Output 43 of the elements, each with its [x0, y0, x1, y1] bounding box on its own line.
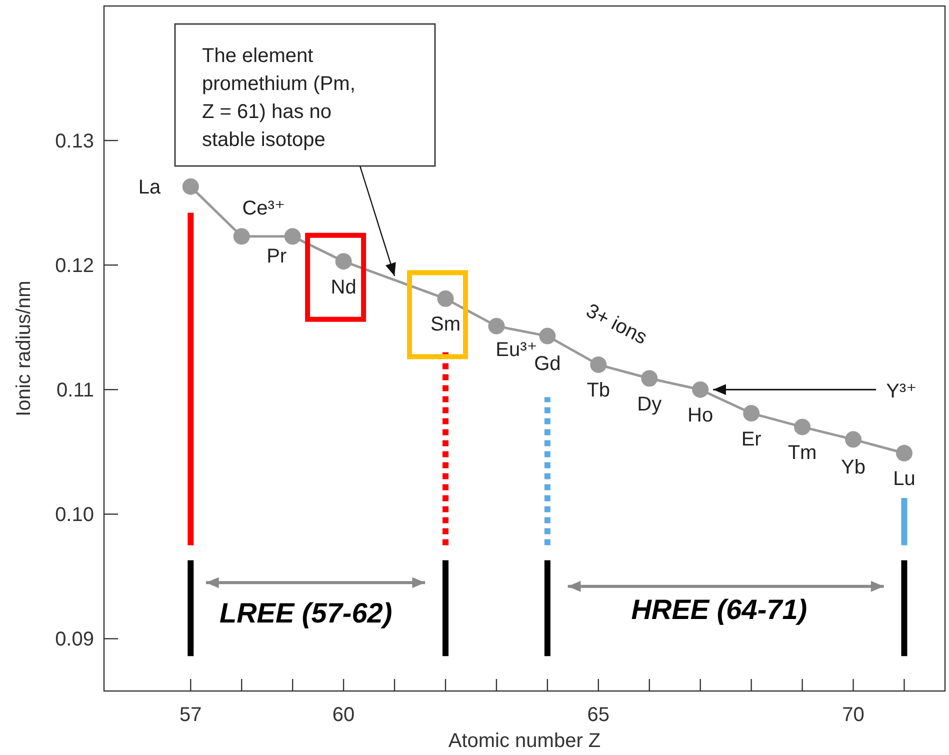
- data-label: Nd: [330, 276, 356, 298]
- data-label: Dy: [637, 393, 662, 416]
- data-label: Sm: [430, 314, 460, 336]
- annotation: HREE (64-71): [631, 594, 808, 625]
- annotation: 3+ ions: [582, 300, 650, 350]
- x-axis-title: Atomic number Z: [448, 730, 601, 752]
- point: [182, 178, 199, 195]
- y-tick-label: 0.12: [55, 255, 94, 278]
- y-tick-label: 0.11: [56, 380, 94, 402]
- y-tick-label: 0.10: [55, 504, 94, 526]
- point: [845, 431, 862, 448]
- data-label: Tm: [788, 442, 817, 464]
- y-tick-label: 0.09: [55, 628, 94, 651]
- point: [794, 418, 811, 436]
- annotation: The element promethium (Pm, Z = 61) has no stable isotope: [202, 45, 356, 151]
- point: [335, 253, 352, 270]
- x-tick-label: 70: [842, 704, 864, 726]
- data-label: Yb: [841, 456, 866, 478]
- point: [743, 405, 760, 422]
- data-label: Er: [741, 428, 762, 450]
- point: [641, 370, 658, 387]
- data-label: Ce³⁺: [242, 197, 286, 220]
- y-axis-title: Ionic radius/nm: [13, 280, 35, 416]
- x-tick-label: 65: [587, 704, 610, 726]
- annotation: Y³⁺: [886, 380, 917, 403]
- data-label: Ho: [688, 404, 714, 427]
- point: [590, 356, 607, 373]
- data-label: Pr: [266, 245, 287, 268]
- data-label: Lu: [893, 468, 916, 490]
- data-label: Tb: [586, 380, 610, 402]
- x-tick-label: 60: [332, 704, 355, 726]
- point: [284, 228, 301, 245]
- point: [539, 328, 556, 344]
- x-tick-label: 57: [180, 704, 202, 726]
- point: [692, 381, 709, 398]
- annotation: LREE (57-62): [219, 598, 392, 629]
- data-label: La: [138, 176, 162, 199]
- point: [437, 290, 454, 307]
- point: [233, 228, 250, 245]
- data-label: Gd: [534, 353, 561, 376]
- point: [896, 444, 912, 462]
- point: [488, 318, 505, 334]
- y-tick-label: 0.13: [55, 130, 94, 153]
